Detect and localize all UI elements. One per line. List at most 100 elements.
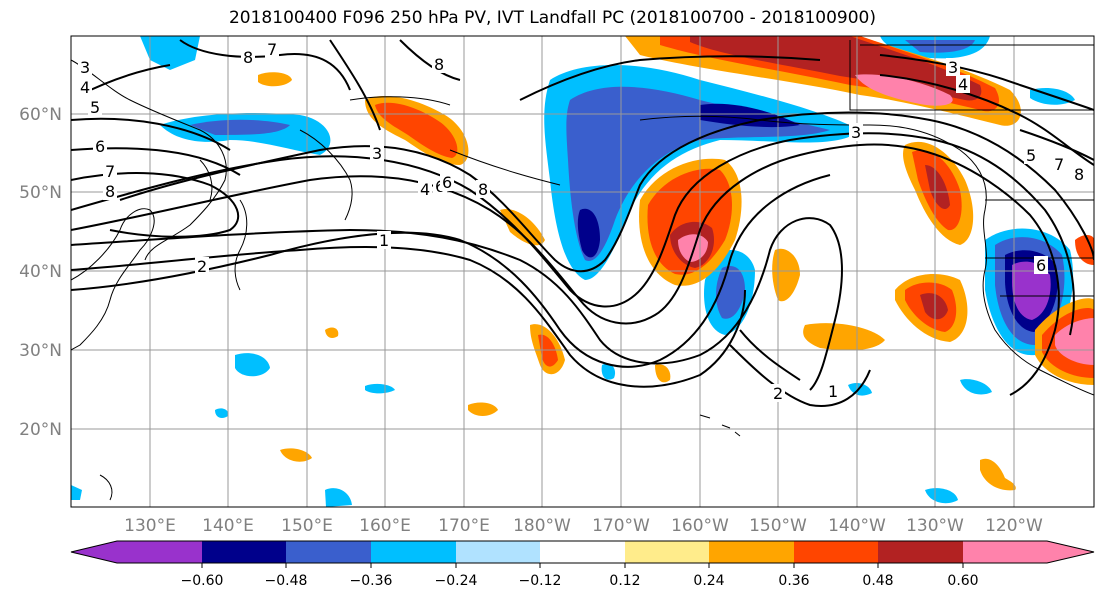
contour-label: 1 [828, 382, 838, 401]
contour-label: 8 [434, 55, 444, 74]
map-frame [70, 35, 1095, 508]
colorbar-tick-label: −0.36 [350, 573, 393, 589]
lon-label: 140°E [202, 516, 254, 536]
pv-blob-negative [235, 353, 270, 377]
pv-blob-positive [980, 458, 1016, 491]
colorbar-tick-label: −0.48 [265, 573, 308, 589]
lon-label: 160°E [359, 516, 411, 536]
pv-blob-positive [925, 165, 950, 210]
lat-label: 50°N [19, 183, 62, 203]
colorbar-segment [202, 541, 286, 563]
pv-blob-positive [468, 402, 498, 416]
pv-blob-negative [601, 363, 616, 380]
contour-label: 4 [958, 75, 968, 94]
latitude-labels: 60°N 50°N 40°N 30°N 20°N [19, 105, 62, 440]
colorbar-tick-label: 0.60 [947, 573, 978, 589]
pv-blob-positive [258, 72, 292, 87]
colorbar-tick-label: 0.24 [693, 573, 724, 589]
contour-label: 6 [1036, 256, 1046, 275]
colorbar-tick-label: 0.48 [862, 573, 893, 589]
pv-blob-negative [1012, 261, 1051, 320]
contour-label-group: 8 7 3 4 5 6 7 8 8 6 3 4 6 8 1 2 2 1 3 [78, 40, 1086, 403]
pv-blob-positive [920, 293, 948, 320]
contour-label: 5 [1026, 146, 1036, 165]
lon-label: 150°E [281, 516, 333, 536]
colorbar-segment [878, 541, 963, 563]
lat-label: 20°N [19, 420, 62, 440]
colorbar-segment [371, 541, 456, 563]
colorbar-tick-label: 0.12 [609, 573, 640, 589]
colorbar-segment [625, 541, 709, 563]
pv-blob-negative [716, 266, 745, 319]
pv-blob-positive [280, 448, 312, 462]
contour-label: 3 [372, 144, 382, 163]
contour-label: 7 [267, 40, 277, 59]
lon-label: 130°E [124, 516, 176, 536]
lon-label: 170°E [438, 516, 490, 536]
colorbar-segment [286, 541, 371, 563]
map-area [71, 36, 1094, 507]
contour-label: 8 [243, 48, 253, 67]
contour-label: 6 [95, 137, 105, 156]
contour-label: 3 [80, 58, 90, 77]
contour-label: 3 [948, 58, 958, 77]
lon-label: 160°W [671, 516, 729, 536]
pv-blob-positive [325, 327, 339, 338]
contour-label: 7 [1054, 155, 1064, 174]
contour-label: 4 [80, 78, 90, 97]
pv-blob-positive [855, 74, 953, 106]
pv-blob-negative [960, 379, 992, 395]
pv-blob-negative [140, 36, 200, 70]
colorbar-extend-low [71, 541, 117, 563]
pv-blob-negative [848, 382, 872, 396]
colorbar-tick-label: 0.36 [778, 573, 809, 589]
colorbar-tick-label: −0.24 [435, 573, 478, 589]
pv-blob-positive [375, 102, 458, 158]
lon-label: 180°W [513, 516, 571, 536]
pv-blob-positive [803, 323, 885, 351]
contour-label: 1 [379, 231, 389, 250]
contour-label: 3 [851, 123, 861, 142]
lat-label: 60°N [19, 105, 62, 125]
contour-label: 6 [442, 173, 452, 192]
colorbar-extend-high [1047, 541, 1094, 563]
colorbar: −0.60 −0.48 −0.36 −0.24 −0.12 0.12 0.24 … [70, 540, 1095, 589]
pv-blob-negative [365, 383, 395, 394]
coastlines [71, 40, 1094, 501]
colorbar-segment [794, 541, 878, 563]
contour-label: 2 [773, 384, 783, 403]
contour-label: 7 [105, 162, 115, 181]
pv-blob-negative [925, 488, 958, 504]
pv-blob-negative [71, 485, 82, 500]
ivt-contours [71, 39, 1094, 407]
pv-blob-positive [538, 334, 558, 367]
colorbar-segment [963, 541, 1047, 563]
pv-blob-negative [577, 208, 600, 258]
lon-label: 130°W [906, 516, 964, 536]
colorbar-segment [709, 541, 794, 563]
colorbar-segment [117, 541, 202, 563]
pv-blob-positive [772, 248, 800, 302]
lat-label: 30°N [19, 341, 62, 361]
pv-blob-negative [325, 488, 352, 507]
pv-blob-negative [905, 40, 975, 53]
contour-label: 5 [90, 98, 100, 117]
pv-blob-positive [655, 364, 671, 383]
lon-label: 120°W [985, 516, 1043, 536]
contour-label: 8 [105, 182, 115, 201]
gridlines [71, 36, 1094, 507]
colorbar-tick-label: −0.60 [181, 573, 224, 589]
contour-label: 2 [197, 257, 207, 276]
pv-blob-negative [566, 86, 830, 261]
longitude-labels: 130°E 140°E 150°E 160°E 170°E 180°W 170°… [124, 516, 1043, 536]
pv-blob-negative [215, 408, 229, 418]
lon-label: 140°W [828, 516, 886, 536]
lat-label: 40°N [19, 262, 62, 282]
map-title: 2018100400 F096 250 hPa PV, IVT Landfall… [228, 8, 876, 28]
pv-blob-negative [190, 119, 290, 135]
colorbar-segment [456, 541, 540, 563]
contour-label: 8 [1074, 165, 1084, 184]
pv-blob-positive [1055, 318, 1094, 365]
colorbar-segment [540, 541, 625, 563]
lon-label: 150°W [749, 516, 807, 536]
